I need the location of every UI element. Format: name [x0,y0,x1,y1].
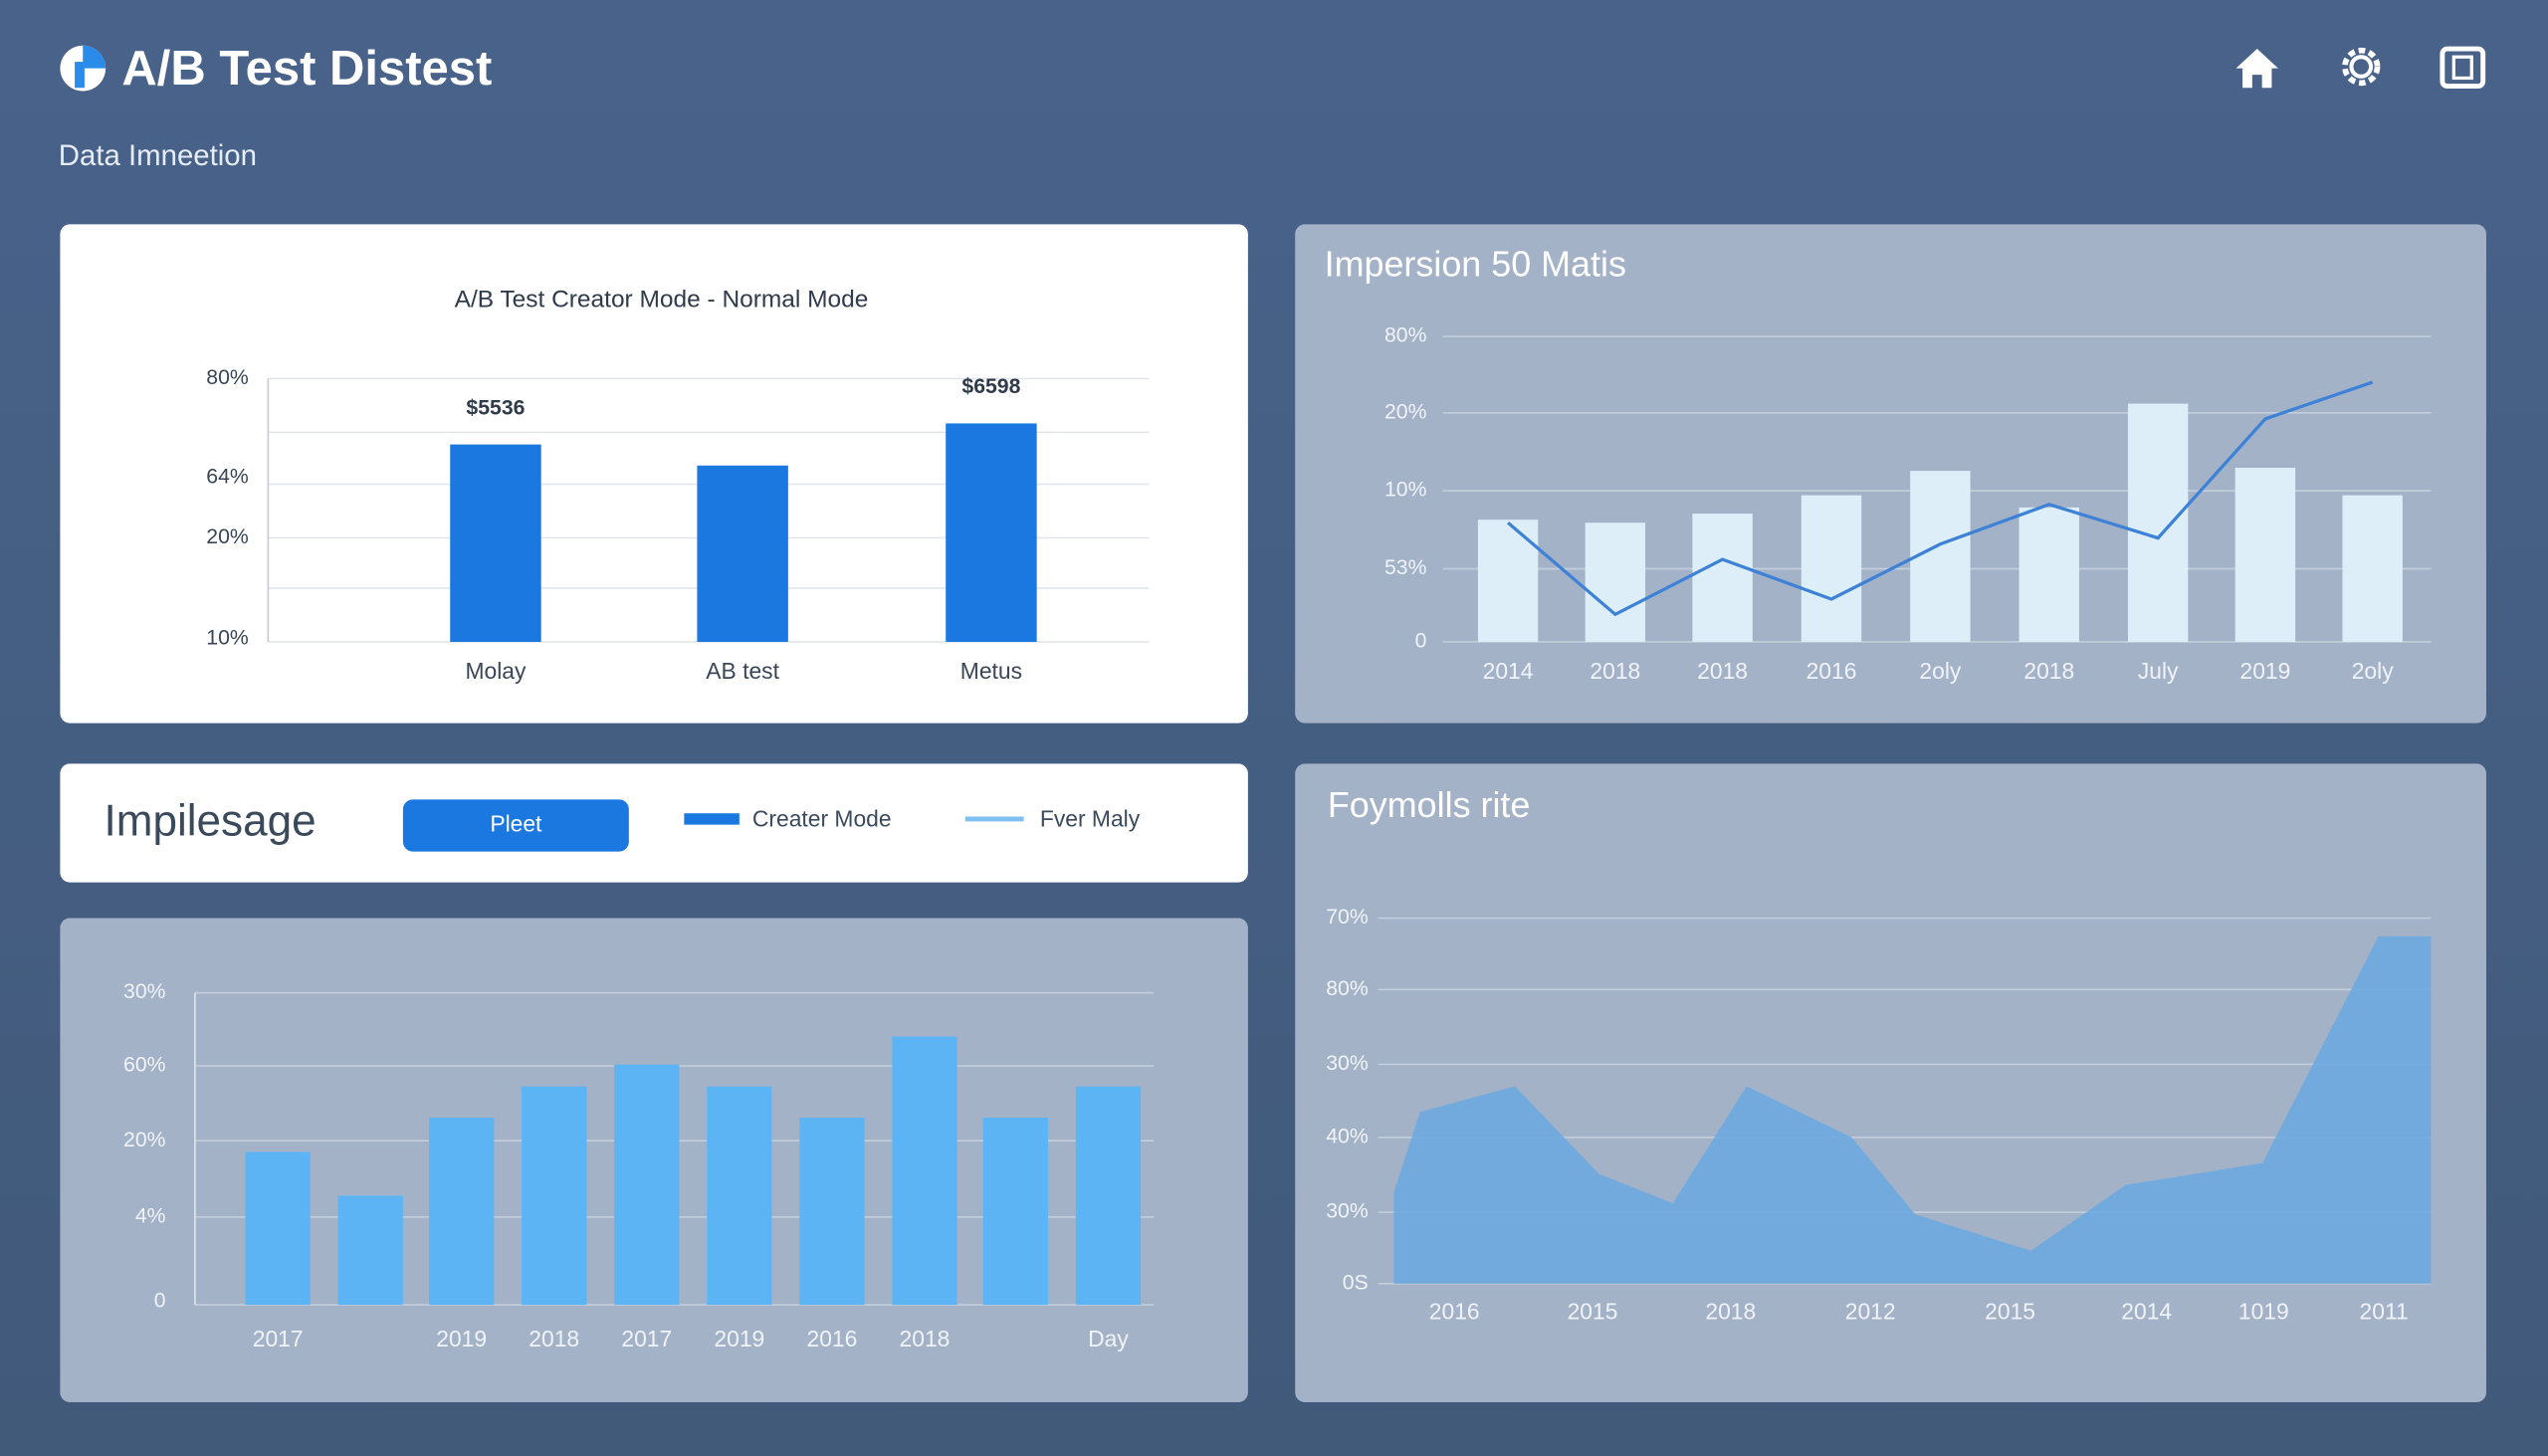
window-icon[interactable] [2440,46,2486,90]
bar-annotation: $5536 [466,396,525,419]
line [1507,380,2374,617]
legend-label: Creater Mode [752,806,892,832]
button-label[interactable]: Pleet [490,810,542,836]
y-tick-label: 80% [206,366,249,389]
home-icon[interactable] [2235,49,2278,89]
x-tick-label: 2017 [621,1326,672,1352]
x-tick-label: Metus [960,658,1022,684]
bar [697,465,788,642]
y-tick-label: 10% [206,626,249,649]
x-tick-label: 2019 [2240,658,2291,684]
bar [1910,471,1971,642]
button[interactable] [402,799,629,852]
y-tick-label: 30% [1326,1200,1369,1223]
x-tick-label: 2018 [2023,658,2074,684]
bar [892,1036,957,1306]
x-tick-label: July [2138,658,2179,684]
bar [522,1086,587,1306]
x-tick-label: 1019 [2238,1298,2289,1324]
y-tick-label: 40% [1326,1126,1369,1148]
x-tick-label: 2011 [2360,1298,2409,1324]
bar [614,1064,680,1306]
bar [2018,507,2079,642]
settings-icon[interactable] [2342,47,2381,87]
bar [245,1151,311,1306]
y-tick-label: 53% [1384,556,1427,579]
y-tick-label: 30% [1326,1052,1369,1075]
bar [1585,522,1646,642]
legend-label: Fver Maly [1040,806,1141,832]
x-tick-label: AB test [706,658,779,684]
section-heading: Impilesage [104,796,316,845]
legend-swatch [684,813,740,825]
bar [2342,495,2403,642]
x-tick-label: Day [1088,1326,1129,1352]
x-tick-label: 2014 [1483,658,1534,684]
bar [429,1118,495,1306]
y-tick-label: 0S [1343,1271,1369,1294]
chart-title: Foymolls rite [1328,784,1531,825]
x-tick-label: 2oly [2352,658,2394,684]
y-tick-label: 60% [123,1054,166,1077]
panel [1295,224,2486,724]
x-tick-label: 2015 [1568,1298,1618,1324]
bar [1801,495,1862,642]
chart-title: Impersion 50 Matis [1325,243,1626,284]
y-tick-label: 20% [206,525,249,548]
x-tick-label: 2018 [1697,658,1748,684]
app-title: A/B Test Distest [121,42,492,96]
chart-title: A/B Test Creator Mode - Normal Mode [455,287,869,313]
area [1393,936,2432,1284]
x-tick-label: 2017 [253,1326,304,1352]
bar [1477,520,1539,642]
x-tick-label: Molay [465,658,527,684]
bar [337,1195,403,1306]
panel [60,763,1248,883]
x-tick-label: 2018 [1590,658,1640,684]
logo [60,45,106,92]
y-tick-label: 20% [123,1129,166,1151]
bar [799,1118,865,1306]
x-tick-label: 2016 [1806,658,1857,684]
y-tick-label: 10% [1384,479,1427,502]
bar-annotation: $6598 [961,375,1020,398]
y-tick-label: 20% [1384,400,1427,423]
x-tick-label: 2016 [807,1326,858,1352]
y-tick-label: 4% [135,1205,166,1228]
bar [1075,1086,1142,1306]
x-tick-label: 2012 [1845,1298,1896,1324]
y-tick-label: 0 [1415,630,1427,653]
x-tick-label: 2018 [529,1326,579,1352]
x-tick-label: 2018 [1705,1298,1756,1324]
bar [946,423,1037,642]
x-tick-label: 2015 [1985,1298,2035,1324]
x-tick-label: 2016 [1429,1298,1480,1324]
y-tick-label: 70% [1326,906,1369,929]
y-tick-label: 0 [154,1289,166,1312]
bar [2234,468,2296,642]
x-tick-label: 2019 [436,1326,487,1352]
legend-swatch [964,816,1024,822]
y-tick-label: 80% [1384,324,1427,347]
bar [450,444,541,642]
bar [2127,403,2189,642]
bar [707,1086,772,1306]
x-tick-label: 2oly [1919,658,1961,684]
x-tick-label: 2018 [900,1326,951,1352]
bar [982,1118,1049,1306]
x-tick-label: 2019 [714,1326,764,1352]
y-tick-label: 80% [1326,977,1369,1000]
subtitle: Data Imneetion [59,139,257,172]
y-tick-label: 64% [206,466,249,489]
x-tick-label: 2014 [2121,1298,2172,1324]
bar [1692,514,1753,642]
y-tick-label: 30% [123,980,166,1003]
